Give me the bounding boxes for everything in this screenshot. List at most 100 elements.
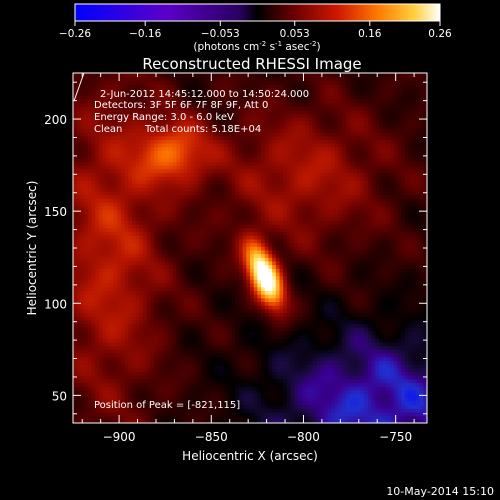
heatmap-cell [73, 345, 78, 350]
heatmap-cell [154, 319, 159, 325]
heatmap-cell [194, 312, 199, 317]
heatmap-cell [253, 400, 258, 406]
heatmap-cell [279, 294, 284, 299]
heatmap-cell [279, 419, 284, 423]
heatmap-cell [253, 279, 258, 284]
heatmap-cell [401, 264, 406, 269]
heatmap-cell [109, 279, 115, 284]
heatmap-cell [415, 400, 421, 406]
heatmap-cell [345, 334, 351, 339]
heatmap-cell [368, 305, 373, 310]
heatmap-cell [261, 378, 266, 384]
heatmap-cell [323, 353, 329, 358]
heatmap-cell [168, 279, 174, 284]
heatmap-cell [238, 382, 244, 387]
heatmap-cell [73, 242, 78, 247]
heatmap-cell [261, 301, 266, 306]
heatmap-cell [283, 268, 288, 273]
heatmap-cell [345, 367, 351, 373]
heatmap-cell [408, 404, 413, 409]
heatmap-cell [154, 371, 159, 376]
heatmap-cell [412, 297, 417, 303]
heatmap-cell [220, 268, 225, 273]
heatmap-cell [283, 356, 288, 361]
heatmap-cell [246, 367, 251, 373]
heatmap-cell [165, 360, 170, 365]
heatmap-cell [209, 275, 214, 280]
heatmap-cell [76, 260, 81, 266]
heatmap-cell [187, 356, 192, 361]
heatmap-cell [106, 397, 111, 402]
heatmap-cell [161, 411, 166, 417]
heatmap-cell [157, 249, 163, 255]
heatmap-cell [342, 279, 347, 284]
heatmap-cell [338, 382, 343, 387]
heatmap-cell [419, 235, 424, 240]
heatmap-cell [331, 408, 336, 413]
heatmap-cell [393, 408, 399, 413]
heatmap-cell [349, 389, 354, 395]
heatmap-cell [117, 367, 122, 373]
heatmap-cell [397, 349, 402, 354]
heatmap-cell [198, 235, 203, 240]
heatmap-cell [165, 235, 170, 240]
heatmap-cell [349, 327, 354, 332]
heatmap-cell [371, 408, 376, 413]
heatmap-cell [290, 275, 295, 280]
heatmap-cell [117, 286, 122, 291]
heatmap-cell [342, 360, 347, 365]
heatmap-cell [98, 253, 104, 258]
heatmap-cell [146, 360, 152, 365]
heatmap-cell [106, 319, 111, 325]
heatmap-cell [257, 257, 262, 262]
heatmap-cell [331, 279, 336, 284]
heatmap-cell [209, 238, 214, 244]
heatmap-cell [109, 253, 115, 258]
heatmap-cell [198, 249, 203, 255]
heatmap-cell [109, 312, 115, 317]
heatmap-cell [135, 294, 140, 299]
heatmap-cell [161, 341, 166, 347]
heatmap-cell [390, 389, 395, 395]
heatmap-cell [257, 319, 262, 325]
heatmap-cell [379, 411, 384, 417]
heatmap-cell [316, 334, 321, 339]
heatmap-cell [150, 349, 155, 354]
heatmap-cell [179, 404, 185, 409]
heatmap-cell [368, 235, 373, 240]
heatmap-cell [139, 253, 144, 258]
heatmap-cell [401, 246, 406, 251]
heatmap-cell [390, 294, 395, 299]
heatmap-cell [187, 275, 192, 280]
heatmap-cell [216, 275, 222, 280]
heatmap-cell [132, 327, 137, 332]
heatmap-cell [283, 330, 288, 336]
heatmap-cell [191, 253, 196, 258]
heatmap-cell [183, 386, 188, 391]
heatmap-cell [272, 375, 277, 380]
heatmap-cell [194, 389, 199, 395]
heatmap-cell [397, 294, 402, 299]
heatmap-cell [235, 283, 240, 288]
heatmap-cell [390, 404, 395, 409]
heatmap-cell [250, 297, 255, 303]
heatmap-cell [261, 297, 266, 303]
heatmap-cell [323, 294, 329, 299]
heatmap-cell [253, 349, 258, 354]
heatmap-cell [183, 253, 188, 258]
heatmap-cell [320, 238, 325, 244]
heatmap-cell [80, 330, 85, 336]
heatmap-cell [379, 319, 384, 325]
heatmap-cell [224, 319, 229, 325]
heatmap-cell [338, 231, 343, 236]
heatmap-cell [235, 316, 240, 321]
heatmap-cell [386, 260, 391, 266]
heatmap-cell [368, 246, 373, 251]
heatmap-cell [309, 338, 314, 343]
heatmap-cell [368, 297, 373, 303]
heatmap-cell [205, 238, 211, 244]
heatmap-cell [316, 319, 321, 325]
heatmap-cell [412, 268, 417, 273]
heatmap-cell [143, 246, 148, 251]
heatmap-cell [261, 290, 266, 295]
